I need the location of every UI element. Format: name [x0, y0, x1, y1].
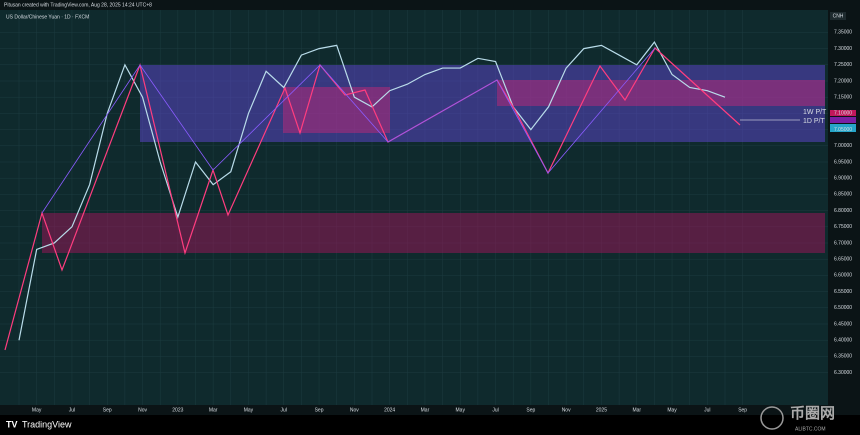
- brand: TradingView: [22, 419, 72, 429]
- zigzag: [4, 47, 741, 351]
- x-tick-label: Jul: [704, 407, 710, 413]
- logo: TV: [6, 419, 18, 429]
- y-tick-label: 6.35000: [834, 354, 852, 360]
- x-tick-label: Sep: [315, 407, 324, 413]
- y-tick-label: 6.30000: [834, 370, 852, 376]
- y-tick-label: 7.10000: [834, 111, 852, 117]
- y-tick-label: 7.25000: [834, 62, 852, 68]
- y-tick-label: 6.80000: [834, 208, 852, 214]
- x-tick-label: Mar: [209, 407, 218, 413]
- x-tick-label: May: [456, 407, 466, 413]
- watermark-sub: ALIBTC.COM: [795, 426, 826, 432]
- x-tick-label: 2023: [172, 407, 183, 413]
- x-tick-label: Jul: [281, 407, 287, 413]
- x-tick-label: 2024: [384, 407, 395, 413]
- x-tick-label: Nov: [350, 407, 359, 413]
- price-tag: [830, 117, 856, 123]
- annotation: 1W P/T: [803, 109, 827, 116]
- y-tick-label: 7.30000: [834, 46, 852, 52]
- y-tick-label: 6.75000: [834, 224, 852, 230]
- x-tick-label: Nov: [562, 407, 571, 413]
- y-tick-label: 6.45000: [834, 321, 852, 327]
- credit: Pitusan created with TradingView.com, Au…: [4, 2, 152, 8]
- y-tick-label: 7.00000: [834, 143, 852, 149]
- x-tick-label: May: [32, 407, 42, 413]
- x-tick-label: Sep: [526, 407, 535, 413]
- y-tick-label: 6.90000: [834, 176, 852, 182]
- x-tick-label: Jul: [69, 407, 75, 413]
- currency-box: [830, 12, 846, 20]
- y-tick-label: 6.95000: [834, 159, 852, 165]
- x-tick-label: May: [667, 407, 677, 413]
- y-tick-label: 6.55000: [834, 289, 852, 295]
- y-tick-label: 6.40000: [834, 338, 852, 344]
- symbol: US Dollar/Chinese Yuan · 1D · FXCM: [6, 14, 89, 20]
- x-tick-label: Nov: [138, 407, 147, 413]
- zone: [42, 213, 825, 253]
- header-bar: [0, 0, 860, 10]
- watermark-icon: [760, 406, 784, 430]
- y-tick-label: 6.70000: [834, 240, 852, 246]
- trend-lines: [41, 47, 656, 214]
- y-tick-label: 6.65000: [834, 257, 852, 263]
- zone: [283, 87, 390, 133]
- footer: [0, 415, 860, 435]
- y-tick-label: 6.50000: [834, 305, 852, 311]
- y-tick-label: 7.05000: [834, 127, 852, 133]
- x-tick-label: Mar: [421, 407, 430, 413]
- x-tick-label: Jul: [492, 407, 498, 413]
- x-tick-label: Sep: [103, 407, 112, 413]
- watermark: 币圈网: [790, 405, 835, 422]
- y-tick-label: 7.35000: [834, 30, 852, 36]
- y-tick-label: 6.85000: [834, 192, 852, 198]
- x-tick-label: 2025: [596, 407, 607, 413]
- x-tick-label: Sep: [738, 407, 747, 413]
- x-tick-label: May: [244, 407, 254, 413]
- annotation: 1D P/T: [803, 118, 826, 125]
- y-tick-label: 6.60000: [834, 273, 852, 279]
- price-tag: [830, 110, 856, 116]
- y-tick-label: 7.15000: [834, 95, 852, 101]
- y-tick-label: 7.20000: [834, 78, 852, 84]
- price-tag: [830, 124, 856, 132]
- currency: CNH: [833, 13, 844, 19]
- x-tick-label: Mar: [632, 407, 641, 413]
- zone: [497, 80, 825, 106]
